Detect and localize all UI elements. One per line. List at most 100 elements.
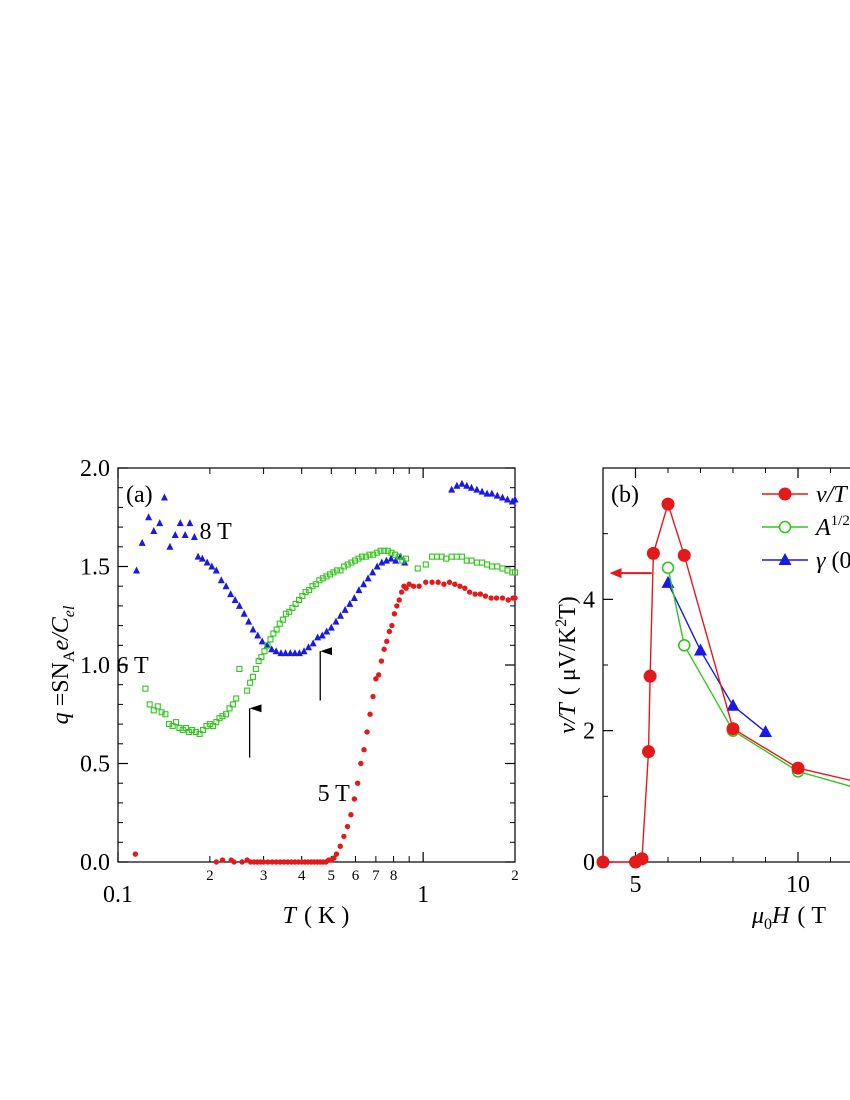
data-point	[382, 556, 390, 564]
data-point	[406, 581, 412, 587]
data-point	[435, 579, 441, 585]
data-point	[267, 636, 274, 643]
data-point	[403, 585, 409, 591]
legend-label-main: A	[814, 515, 831, 541]
panel-b-legend: ν/T A1/2 γ (0	[762, 482, 850, 574]
data-point	[473, 559, 480, 566]
data-point	[273, 626, 280, 633]
data-point	[367, 711, 373, 717]
data-point	[249, 625, 257, 633]
y-tick-label: 2.0	[80, 456, 110, 482]
series-line-group	[661, 575, 772, 737]
data-point	[791, 761, 805, 775]
data-point	[318, 631, 326, 639]
data-point	[198, 554, 206, 562]
x-label-h: H	[771, 903, 791, 929]
data-point	[258, 654, 265, 661]
data-point	[268, 645, 276, 653]
series-line	[667, 567, 850, 787]
y-label-eq: =SN	[48, 662, 74, 712]
data-point	[150, 707, 157, 714]
data-point	[499, 565, 506, 572]
data-point	[133, 566, 141, 574]
data-point	[286, 649, 294, 657]
series-line	[603, 501, 850, 863]
legend-marker	[778, 553, 792, 565]
data-point	[295, 596, 303, 604]
data-point	[233, 695, 240, 702]
data-point	[276, 620, 283, 627]
data-point	[213, 859, 220, 865]
data-point	[361, 747, 367, 753]
data-point	[346, 599, 354, 607]
series-annotation: 8 T	[200, 519, 233, 545]
legend-label-suffix: (0	[825, 548, 850, 574]
legend-label: A1/2	[814, 513, 850, 541]
data-point	[261, 648, 268, 655]
data-point	[281, 859, 287, 865]
data-point	[359, 553, 366, 560]
data-point	[364, 729, 370, 735]
data-point	[422, 561, 429, 568]
data-point	[282, 649, 290, 657]
legend-label: ν/T	[816, 482, 848, 508]
panel-b-label: (b)	[611, 482, 639, 508]
data-point	[200, 726, 207, 734]
y-label-close-paren: )	[555, 596, 581, 604]
data-point	[173, 719, 180, 726]
x-tick-label: 0.1	[103, 882, 133, 908]
data-point	[463, 481, 471, 489]
data-point	[504, 567, 511, 574]
data-point	[448, 553, 455, 560]
panel-a-y-axis-label: q =SNAe/Cel	[48, 605, 78, 724]
data-point	[505, 597, 511, 603]
data-point	[482, 593, 489, 599]
series-6t	[142, 547, 519, 738]
panel-a-x-axis-label: T(K)	[283, 903, 350, 929]
data-point	[499, 595, 506, 601]
data-point	[223, 711, 230, 718]
panel-a-ticks: 0.1 1 2 3 4 5 6 7 8 2 0.0 0.5 1.0 1.5 2.0	[80, 456, 519, 908]
data-point	[504, 495, 512, 503]
panel-b-x-axis-label: μ0H(T	[751, 903, 826, 933]
data-point	[759, 724, 772, 737]
x-label-symbol: T	[283, 903, 298, 929]
data-point	[453, 481, 461, 489]
data-point	[277, 859, 283, 865]
data-point	[457, 583, 463, 589]
data-point	[181, 530, 189, 538]
data-point	[429, 579, 435, 585]
legend-marker	[778, 487, 792, 501]
data-point	[213, 719, 220, 726]
data-point	[194, 552, 202, 560]
data-point	[596, 855, 610, 869]
data-point	[351, 796, 358, 802]
legend-label-main: γ	[816, 548, 826, 574]
data-point	[240, 609, 248, 617]
data-point	[344, 823, 351, 830]
data-point	[337, 843, 343, 849]
data-point	[488, 595, 494, 601]
series-annotation: 5 T	[318, 781, 351, 807]
legend-label: γ (0	[816, 548, 850, 574]
x-minor-tick-label: 2	[206, 868, 214, 884]
series-line-group	[661, 561, 850, 787]
data-point	[176, 519, 184, 527]
data-point	[219, 857, 226, 863]
data-point	[272, 647, 280, 655]
data-point	[132, 851, 139, 857]
series-8t	[133, 479, 519, 657]
data-point	[279, 616, 286, 623]
data-point	[403, 555, 410, 562]
x-minor-tick-label: 4	[298, 868, 306, 884]
x-label-mu: μ	[751, 903, 764, 929]
y-label-t: T	[555, 604, 581, 619]
data-point	[208, 562, 216, 570]
data-point	[138, 538, 146, 546]
data-point	[453, 553, 460, 560]
x-minor-tick-label: 8	[390, 868, 398, 884]
series-5t	[132, 579, 518, 865]
data-point	[373, 676, 379, 682]
panel-b-y-axis-label: ν/T (μV/K2T)	[553, 596, 581, 734]
